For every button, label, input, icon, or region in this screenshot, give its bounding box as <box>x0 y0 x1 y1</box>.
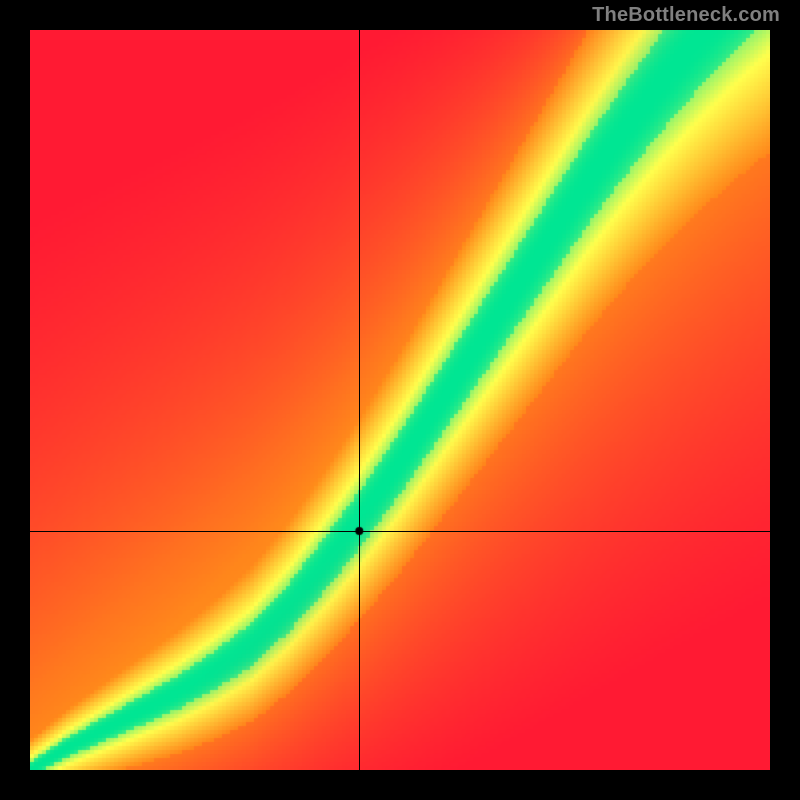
crosshair-vertical <box>359 30 360 770</box>
plot-area <box>30 30 770 770</box>
heatmap-canvas <box>30 30 770 770</box>
crosshair-horizontal <box>30 531 770 532</box>
watermark-text: TheBottleneck.com <box>592 4 780 27</box>
chart-frame: TheBottleneck.com <box>0 0 800 800</box>
